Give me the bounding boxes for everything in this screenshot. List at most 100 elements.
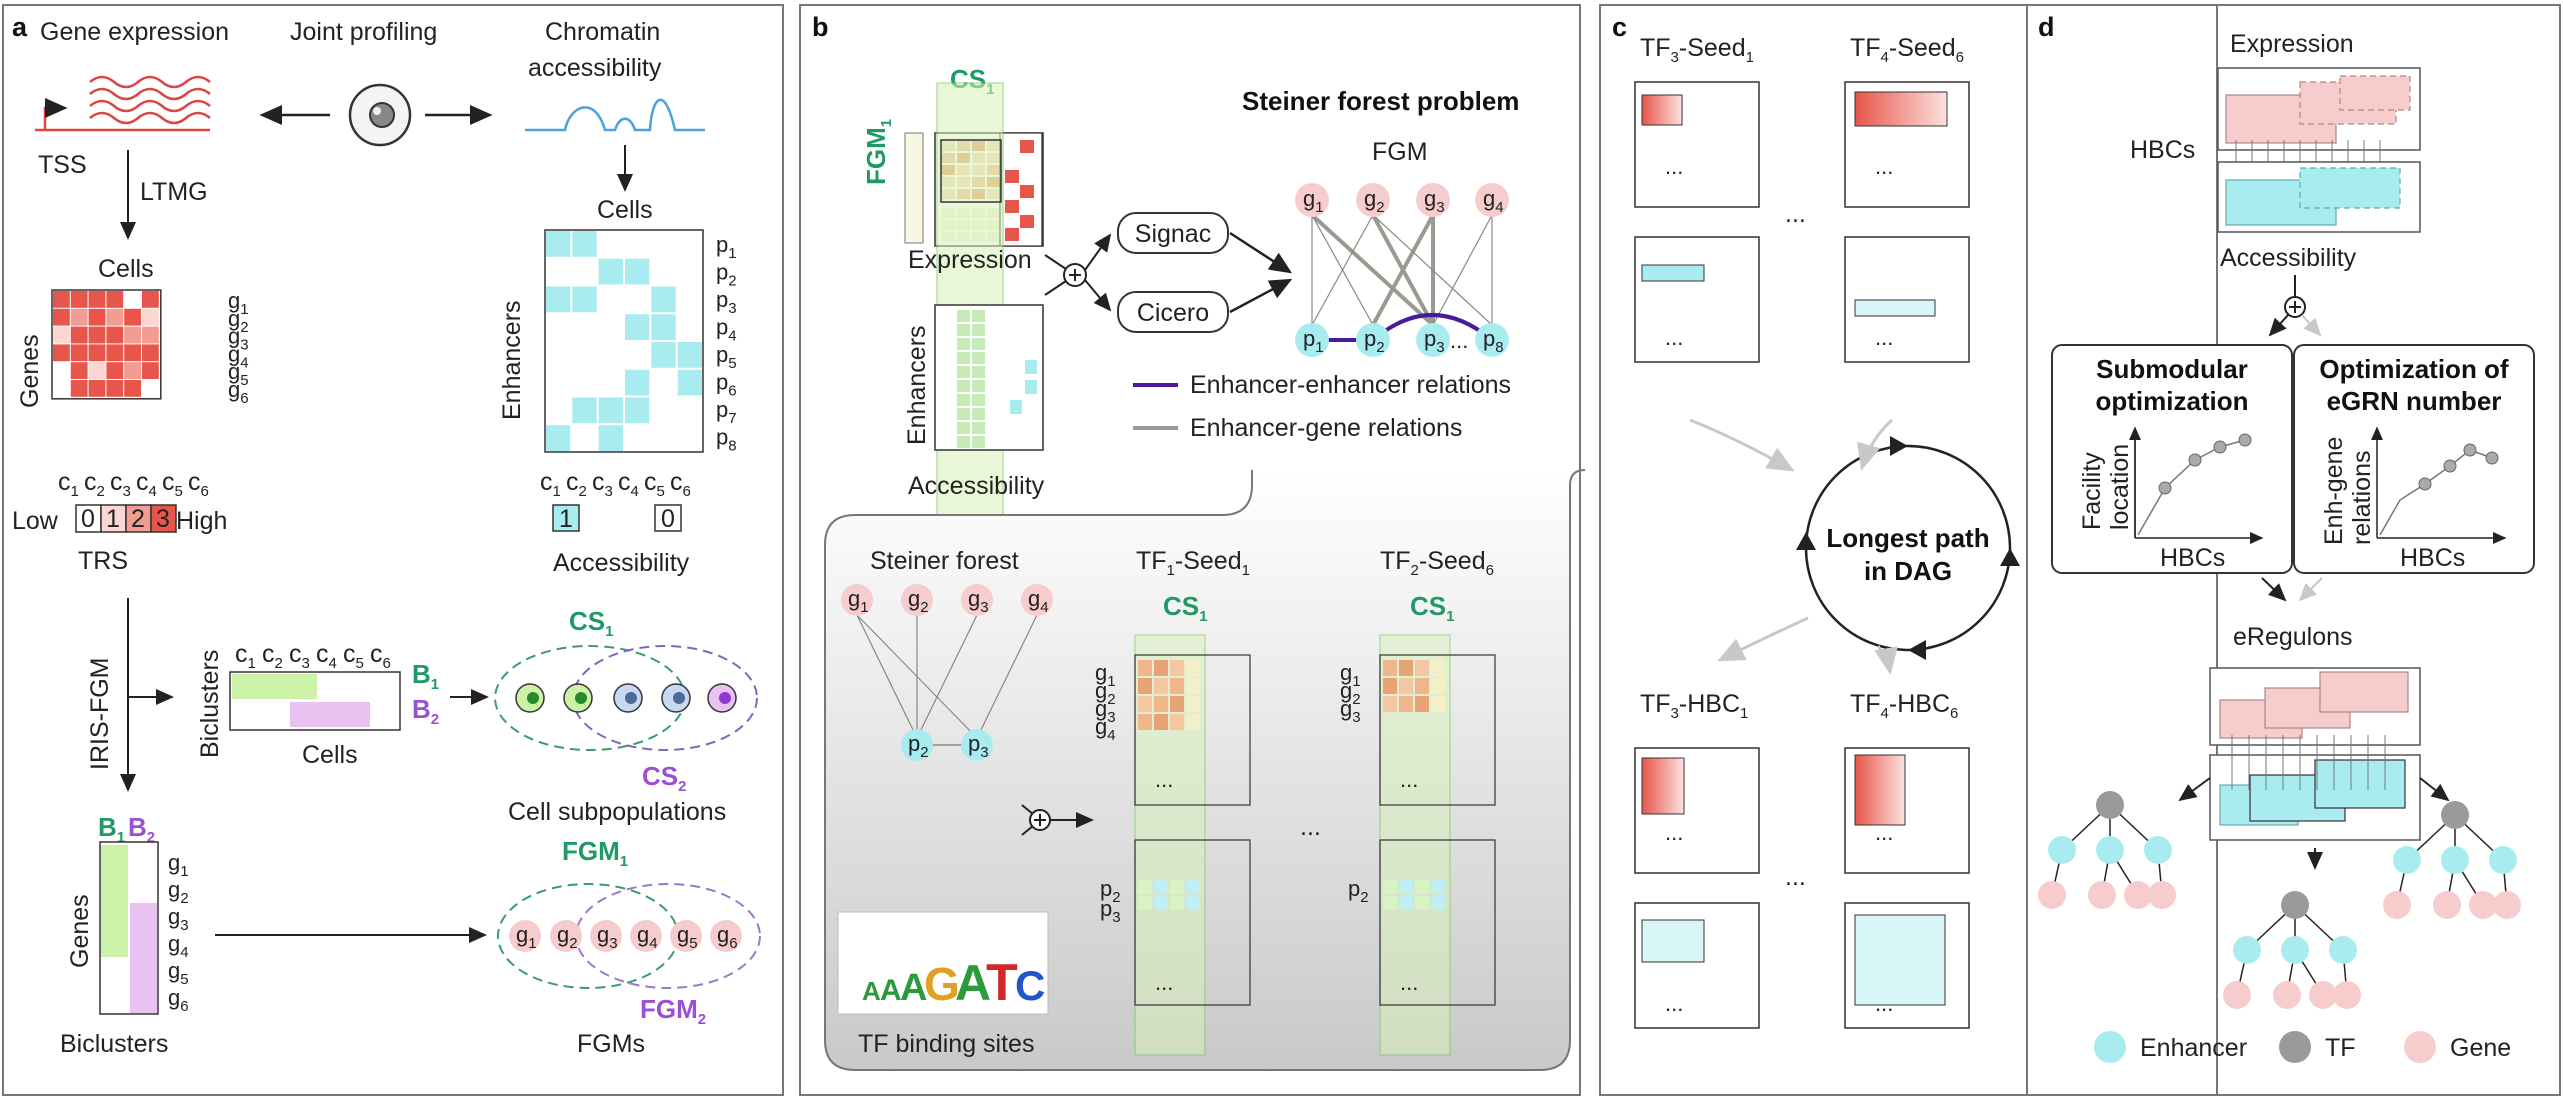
forest-gene-node <box>961 584 993 616</box>
seed-gene-label: g2 <box>1095 678 1116 708</box>
seed-expression-cell <box>1415 678 1429 694</box>
tree-enhancer-node <box>2329 936 2357 964</box>
signac-box <box>1117 212 1229 254</box>
b-enhancer-cell <box>957 324 970 336</box>
c-box-dots: ... <box>1875 820 1893 845</box>
forest-gene-node <box>1021 584 1053 616</box>
bicluster-cell-label: c5 <box>343 640 364 672</box>
c-box-dots: ... <box>1875 154 1893 179</box>
seed-enhancer-cell <box>1186 896 1200 910</box>
c-grey-arrow-2 <box>1857 418 1894 471</box>
fgm-gene-label: g4 <box>1483 186 1504 216</box>
expression-cell <box>70 291 88 308</box>
enhancers-axis-label: Enhancers <box>498 300 526 420</box>
expression-cell <box>106 308 124 326</box>
expression-cell <box>124 362 141 379</box>
cell-label: c4 <box>618 468 639 500</box>
fgm-gene-label: g6 <box>717 922 738 952</box>
svg-text:G: G <box>924 958 960 1010</box>
fgm-gene-label: g2 <box>1364 186 1385 216</box>
tree-enhancer-node <box>2048 836 2076 864</box>
accessibility-cell <box>651 314 676 340</box>
seed-expression-cell <box>1415 696 1429 712</box>
cell-label: c1 <box>540 468 561 500</box>
seed-gene-label: g1 <box>1340 660 1361 690</box>
panel-a: a Gene expression Joint profiling Chroma… <box>2 4 784 1096</box>
fgm-enhancer-label: p2 <box>1364 326 1385 356</box>
tf4-seed6-label: TF4-Seed6 <box>1850 34 1964 66</box>
cell-nucleus <box>719 692 731 704</box>
b-enhancer-cell <box>972 324 985 336</box>
eregulons-label: eRegulons <box>2233 623 2353 651</box>
forest-gene-label: g1 <box>848 586 869 616</box>
accessibility-matrix-frame <box>544 229 704 453</box>
b-enhancer-cell <box>957 422 970 434</box>
submodular-title-1: Submodular <box>2096 354 2248 384</box>
gene-label: g6 <box>228 377 249 407</box>
enh-gene-point <box>2463 443 2477 457</box>
d-hbcs-label: HBCs <box>2130 136 2195 164</box>
peak-label: p6 <box>716 370 737 400</box>
trs-legend-cell <box>75 504 102 533</box>
gene-wave-icon <box>35 75 211 132</box>
seed-expression-cell <box>1170 678 1184 694</box>
genes-bottom-label: Genes <box>66 894 94 968</box>
forest-enhancer-node <box>961 729 993 761</box>
fgm-gene-label: g1 <box>516 922 537 952</box>
fgm-gene-node <box>509 920 541 952</box>
seed-expression-cell <box>1399 696 1413 712</box>
accessibility-cell-labels: c1 c2 c3 c4 c5 c6 <box>540 468 691 500</box>
c-box-dots: ... <box>1665 154 1683 179</box>
biclusters-rot-label: Biclusters <box>196 650 224 758</box>
fgm-gene-node <box>710 920 742 952</box>
fgm-enhancer-node <box>1356 323 1390 357</box>
accessibility-legend-1 <box>552 504 580 532</box>
seed-expression-cell <box>1431 660 1445 676</box>
cell-subpopulations-label: Cell subpopulations <box>508 798 726 826</box>
forest-enhancer-label: p3 <box>968 731 989 761</box>
bicluster-cell-label: c2 <box>262 640 283 672</box>
forest-enhancer-label: p2 <box>908 731 929 761</box>
c-box-dots: ... <box>1665 991 1683 1016</box>
tree-gene-node <box>2223 981 2251 1009</box>
seed-enhancer-cell <box>1154 896 1168 910</box>
b-enhancer-cell <box>957 436 970 448</box>
seed-gene-label: g3 <box>1340 696 1361 726</box>
d-ereg-vertical-lines <box>2231 735 2386 790</box>
seed-expression-cell <box>1170 714 1184 730</box>
tree-tf-node <box>2441 801 2469 829</box>
forest-gene-label: g2 <box>908 586 929 616</box>
seed-expression-cell <box>1383 696 1397 712</box>
enh-gene-point <box>2418 477 2432 491</box>
seed-dots: ... <box>1400 767 1418 792</box>
b-expression-red-cell <box>1020 215 1034 228</box>
biclusters-label: Biclusters <box>60 1030 168 1058</box>
b-expression-red-cell <box>1005 170 1019 183</box>
facility-point <box>2158 481 2172 495</box>
eg-legend-label: Enhancer-gene relations <box>1190 414 1462 442</box>
b-enhancer-cells <box>957 310 1037 448</box>
expression-cell <box>124 308 141 326</box>
svg-text:C: C <box>1015 962 1045 1009</box>
expression-cell <box>53 362 70 379</box>
expression-cell <box>124 326 141 344</box>
bicluster-cell-label: c3 <box>289 640 310 672</box>
seed-enhancer-cell <box>1154 880 1168 894</box>
accessibility-label: Accessibility <box>553 549 690 577</box>
bicluster-gene-label: g5 <box>168 958 189 988</box>
expression-cell <box>53 308 70 326</box>
seed-enhancer-block <box>1379 839 1496 1006</box>
c-grey-arrow-4 <box>1874 645 1898 675</box>
bicluster-gene-b1 <box>101 845 128 957</box>
legend-enhancer-dot <box>2094 1031 2126 1063</box>
seed-gene-label: g3 <box>1095 696 1116 726</box>
expression-cell <box>88 308 106 326</box>
accessibility-cell <box>677 369 702 396</box>
tf2-cs1-label: CS1 <box>1410 591 1454 625</box>
accessibility-matrix <box>544 229 704 453</box>
tree-gene-node <box>2493 891 2521 919</box>
forest-enhancer-node <box>901 729 933 761</box>
gene-label: g3 <box>228 324 249 354</box>
